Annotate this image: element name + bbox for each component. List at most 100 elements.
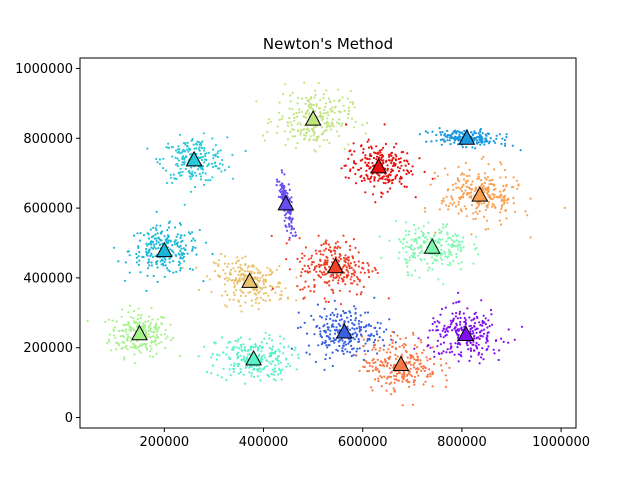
data-point xyxy=(447,263,450,266)
data-point xyxy=(255,365,258,368)
data-point xyxy=(323,273,326,276)
data-point xyxy=(255,282,258,285)
data-point xyxy=(183,203,186,206)
data-point xyxy=(232,298,235,301)
data-point xyxy=(189,232,192,235)
data-point xyxy=(154,339,157,342)
data-point xyxy=(313,285,316,288)
data-point xyxy=(451,312,454,315)
data-point xyxy=(435,139,438,142)
data-point xyxy=(493,141,497,144)
data-point xyxy=(442,223,445,226)
data-point xyxy=(452,188,455,191)
data-point xyxy=(144,329,147,332)
data-point xyxy=(261,355,264,358)
data-point xyxy=(394,375,398,378)
centroid-marker-2 xyxy=(155,241,173,258)
data-point xyxy=(149,349,152,353)
data-point xyxy=(327,336,330,339)
data-point xyxy=(390,154,393,157)
data-point xyxy=(376,358,379,361)
data-point xyxy=(147,242,150,246)
data-point xyxy=(449,319,452,322)
data-point xyxy=(454,233,457,236)
data-point xyxy=(380,376,383,379)
data-point xyxy=(128,328,131,331)
data-point xyxy=(454,342,457,345)
data-point xyxy=(359,314,362,317)
data-point xyxy=(317,274,320,277)
data-point xyxy=(419,359,422,362)
data-point xyxy=(150,306,153,310)
data-point xyxy=(150,341,153,344)
data-point xyxy=(439,256,442,259)
data-point xyxy=(329,333,332,336)
data-point xyxy=(223,169,227,172)
data-point xyxy=(326,322,329,325)
data-point xyxy=(254,298,257,301)
data-point xyxy=(160,341,163,344)
data-point xyxy=(195,143,198,146)
data-point xyxy=(446,233,449,236)
data-point xyxy=(398,345,401,348)
data-point xyxy=(327,243,330,246)
data-point xyxy=(500,337,503,340)
data-point xyxy=(172,260,175,263)
data-point xyxy=(367,269,370,272)
data-point xyxy=(480,202,483,205)
data-point xyxy=(434,259,437,262)
data-point xyxy=(157,342,160,345)
data-point xyxy=(304,246,308,249)
data-point xyxy=(408,360,412,363)
data-point xyxy=(369,166,372,169)
data-point xyxy=(408,256,411,259)
data-point xyxy=(457,300,460,304)
data-point xyxy=(239,368,242,371)
data-point xyxy=(138,259,141,262)
data-point xyxy=(177,150,180,153)
data-point xyxy=(217,264,220,268)
data-point xyxy=(317,344,320,347)
data-point xyxy=(393,381,396,384)
data-point xyxy=(468,316,471,319)
data-point xyxy=(310,254,313,257)
data-point xyxy=(450,245,453,248)
data-point xyxy=(152,226,155,229)
data-point xyxy=(271,271,274,274)
data-point xyxy=(484,323,487,326)
data-point xyxy=(354,246,357,249)
data-point xyxy=(194,185,197,189)
data-point xyxy=(333,314,336,317)
data-point xyxy=(193,239,197,242)
data-point xyxy=(279,361,282,364)
data-point xyxy=(444,374,447,377)
data-point xyxy=(199,143,203,147)
data-point xyxy=(310,314,313,317)
data-point xyxy=(231,153,234,156)
data-point xyxy=(394,163,397,166)
data-point xyxy=(340,314,343,317)
data-point xyxy=(460,189,463,193)
data-point xyxy=(462,312,465,315)
data-point xyxy=(150,261,153,264)
data-point xyxy=(146,335,149,338)
data-point xyxy=(484,208,487,212)
data-point xyxy=(563,206,566,209)
data-point xyxy=(239,263,242,266)
data-point xyxy=(345,276,348,279)
data-point xyxy=(342,344,345,348)
data-point xyxy=(237,338,240,341)
data-point xyxy=(228,298,231,301)
data-point xyxy=(445,362,448,365)
data-point xyxy=(291,128,294,131)
data-point xyxy=(321,115,324,118)
data-point xyxy=(313,267,316,270)
data-point xyxy=(312,138,315,141)
data-point xyxy=(150,246,153,249)
data-point xyxy=(351,322,354,325)
data-point xyxy=(132,310,136,313)
data-point xyxy=(296,142,299,145)
data-point xyxy=(200,158,204,162)
data-point xyxy=(470,204,474,207)
data-point xyxy=(124,330,127,333)
